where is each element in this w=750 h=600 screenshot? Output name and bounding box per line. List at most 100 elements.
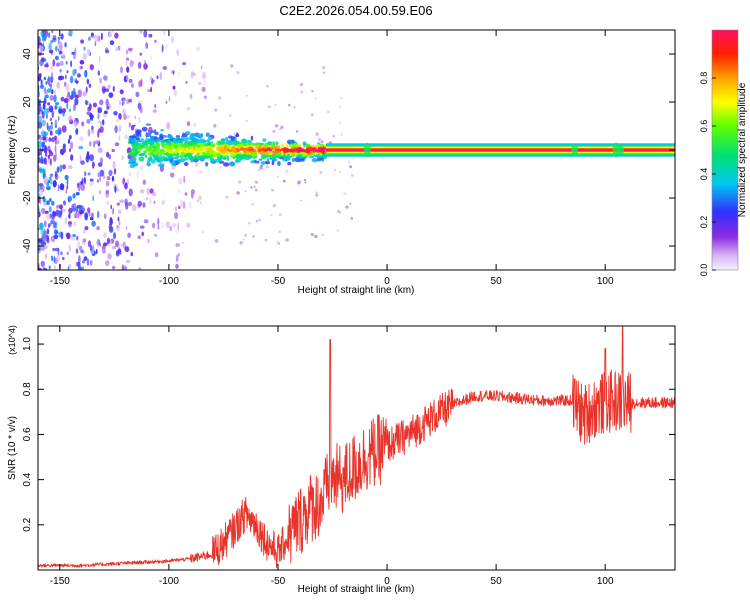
noise-blob bbox=[121, 155, 124, 160]
noise-dot bbox=[288, 103, 291, 107]
noise-blob bbox=[60, 251, 63, 256]
snr-x-ticks: -150 -100 -50 0 50 100 bbox=[50, 326, 614, 587]
noise-blob bbox=[54, 265, 56, 270]
band-blob bbox=[200, 133, 203, 138]
noise-blob bbox=[74, 47, 77, 55]
noise-blob bbox=[104, 110, 108, 115]
band-blob bbox=[275, 141, 279, 146]
band-blob bbox=[133, 124, 136, 127]
noise-blob bbox=[38, 238, 42, 243]
noise-dot bbox=[338, 210, 342, 214]
noise-blob bbox=[102, 119, 105, 126]
noise-blob bbox=[82, 53, 87, 60]
band-blob bbox=[183, 158, 189, 161]
noise-blob bbox=[62, 143, 66, 150]
noise-blob bbox=[44, 94, 49, 99]
noise-blob bbox=[42, 33, 47, 41]
noise-blob bbox=[106, 151, 110, 158]
noise-dot bbox=[304, 181, 307, 184]
band-blob bbox=[321, 149, 326, 155]
noise-blob bbox=[68, 198, 70, 203]
noise-dot bbox=[338, 105, 341, 108]
band-blob bbox=[290, 147, 295, 150]
noise-blob bbox=[40, 150, 43, 156]
noise-blob bbox=[73, 53, 76, 60]
noise-blob bbox=[84, 171, 87, 177]
noise-blob bbox=[203, 79, 206, 85]
noise-blob bbox=[42, 184, 45, 193]
noise-blob bbox=[53, 154, 57, 162]
noise-blob bbox=[41, 136, 46, 141]
band-blob bbox=[258, 158, 263, 161]
noise-blob bbox=[100, 121, 102, 127]
band-blob bbox=[302, 141, 307, 146]
noise-blob bbox=[41, 130, 46, 137]
noise-dot bbox=[276, 240, 279, 243]
band-blob bbox=[271, 143, 274, 148]
noise-blob bbox=[44, 108, 49, 115]
band-blob bbox=[229, 162, 235, 166]
noise-dot bbox=[196, 199, 199, 203]
line-blip bbox=[363, 142, 371, 158]
noise-blob bbox=[83, 256, 88, 261]
noise-blob bbox=[111, 30, 114, 33]
noise-blob bbox=[41, 168, 46, 174]
noise-dot bbox=[349, 165, 353, 169]
noise-blob bbox=[143, 63, 148, 70]
noise-blob bbox=[177, 222, 180, 231]
band-blob bbox=[311, 147, 316, 151]
noise-blob bbox=[149, 188, 154, 194]
band-blob bbox=[305, 149, 311, 154]
band-blob bbox=[250, 135, 254, 141]
noise-blob bbox=[67, 266, 70, 270]
noise-blob bbox=[89, 217, 94, 221]
band-blob bbox=[236, 132, 239, 137]
noise-blob bbox=[56, 139, 60, 145]
noise-blob bbox=[112, 232, 117, 240]
noise-dot bbox=[260, 167, 263, 170]
noise-blob bbox=[147, 89, 152, 92]
noise-blob bbox=[84, 225, 89, 231]
noise-blob bbox=[66, 178, 69, 186]
noise-dot bbox=[239, 241, 243, 245]
noise-blob bbox=[137, 103, 142, 110]
noise-blob bbox=[128, 78, 133, 83]
noise-blob bbox=[175, 229, 179, 234]
band-blob bbox=[322, 155, 327, 159]
noise-blob bbox=[112, 265, 116, 270]
band-blob bbox=[131, 139, 137, 142]
noise-blob bbox=[99, 169, 105, 177]
band-blob bbox=[150, 136, 154, 139]
noise-blob bbox=[177, 252, 180, 257]
noise-blob bbox=[154, 104, 157, 109]
noise-blob bbox=[58, 75, 63, 81]
noise-dot bbox=[244, 190, 247, 193]
noise-blob bbox=[137, 61, 142, 69]
noise-dot bbox=[340, 96, 343, 99]
noise-blob bbox=[79, 155, 82, 163]
noise-blob bbox=[84, 177, 87, 185]
noise-dot bbox=[327, 110, 330, 114]
band-blob bbox=[145, 123, 152, 126]
noise-dot bbox=[338, 122, 341, 125]
noise-dot bbox=[199, 202, 202, 204]
noise-blob bbox=[114, 125, 118, 134]
noise-blob bbox=[126, 74, 129, 81]
noise-blob bbox=[118, 113, 122, 120]
band-blob bbox=[262, 154, 267, 157]
noise-blob bbox=[157, 225, 160, 230]
noise-blob bbox=[177, 189, 181, 194]
noise-blob bbox=[106, 176, 111, 181]
noise-blob bbox=[156, 75, 159, 80]
noise-blob bbox=[51, 110, 54, 119]
noise-blob bbox=[61, 108, 67, 113]
noise-dot bbox=[265, 165, 269, 169]
noise-blob bbox=[54, 229, 58, 235]
noise-dot bbox=[198, 81, 202, 86]
noise-blob bbox=[137, 200, 142, 207]
noise-blob bbox=[122, 241, 127, 249]
noise-blob bbox=[72, 233, 76, 238]
noise-blob bbox=[93, 162, 95, 167]
band-blob bbox=[144, 140, 148, 145]
noise-blob bbox=[126, 57, 130, 61]
